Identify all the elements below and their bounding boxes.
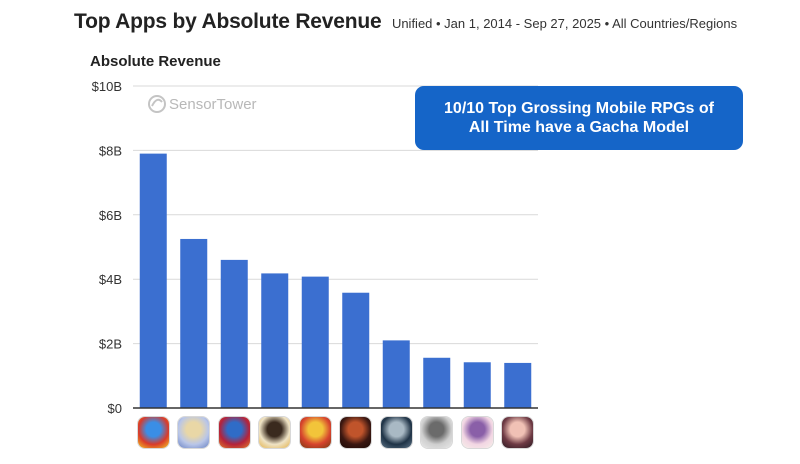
page-title: Top Apps by Absolute Revenue [74,10,382,33]
sensortower-logo-icon [148,95,166,113]
bar-6 [342,292,370,408]
y-tick-label: $4B [99,272,122,287]
monster-strike-app-icon [137,417,169,448]
callout-line-1: 10/10 Top Grossing Mobile RPGs of [444,100,714,117]
dragon-ball-z-dokkan-battle-app-icon [299,417,331,448]
y-tick-label: $0 [108,401,122,416]
honkai-star-rail-app-icon [380,417,412,448]
y-tick-label: $6B [99,208,122,223]
category-icons [0,415,800,451]
filter-summary: Unified • Jan 1, 2014 - Sep 27, 2025 • A… [391,16,738,31]
bar-4 [261,273,289,408]
bar-8 [423,357,451,408]
anime-duo-rpg-app-icon [502,417,534,448]
genshin-impact-app-icon [259,417,291,448]
anime-girl-rpg-app-icon [461,417,493,448]
bar-3 [220,259,248,408]
lineage-m-app-icon [340,417,372,448]
puzzle-and-dragons-app-icon [218,417,250,448]
fate-grand-order-app-icon [178,417,210,448]
annotation-callout: 10/10 Top Grossing Mobile RPGs of All Ti… [415,86,743,150]
watermark-text: SensorTower [169,96,257,113]
bars [139,153,532,408]
callout-line-2: All Time have a Gacha Model [468,119,690,136]
bar-9 [463,362,491,408]
grandchase-like-app-icon [421,417,453,448]
bar-7 [382,340,410,408]
watermark: SensorTower [148,95,257,113]
bar-10 [504,362,532,408]
y-tick-label: $10B [92,79,122,94]
y-tick-label: $8B [99,143,122,158]
bar-5 [301,276,329,408]
bar-1 [139,153,167,408]
y-tick-labels: $0 $2B $4B $6B $8B $10B [92,79,122,416]
y-tick-label: $2B [99,337,122,352]
y-axis-title: Absolute Revenue [90,53,221,70]
bar-2 [180,238,208,408]
chart-header: Top Apps by Absolute Revenue Unified • J… [74,10,737,34]
